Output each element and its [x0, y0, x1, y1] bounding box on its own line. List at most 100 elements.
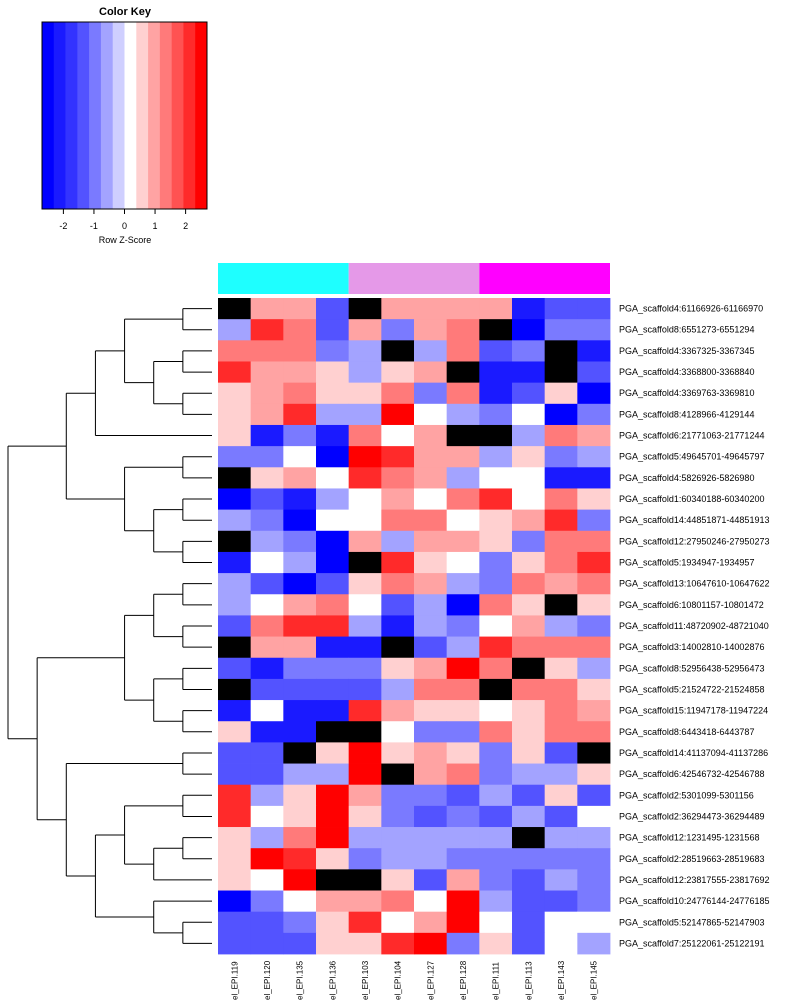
- dendrogram-branch: [153, 360, 183, 405]
- heatmap-cell: [512, 340, 546, 362]
- heatmap-cell: [479, 657, 513, 680]
- heatmap-cell: [381, 615, 415, 637]
- heatmap-cell: [479, 530, 513, 553]
- row-label: PGA_scaffold13:10647610-10647622: [619, 579, 769, 589]
- heatmap-cell: [348, 890, 382, 913]
- heatmap-cell: [414, 763, 448, 786]
- heatmap-cell: [414, 594, 448, 616]
- heatmap-cell: [479, 594, 513, 616]
- heatmap-cell: [414, 890, 448, 913]
- color-key-swatch: [100, 22, 114, 209]
- heatmap-cell: [316, 721, 350, 743]
- dendrogram-branch: [182, 392, 212, 415]
- color-key-swatch: [148, 22, 161, 209]
- heatmap-cell: [577, 551, 611, 574]
- dendrogram-branch: [182, 752, 212, 775]
- heatmap-cell: [348, 636, 382, 659]
- heatmap-cell: [348, 805, 382, 828]
- heatmap-cell: [544, 424, 578, 447]
- heatmap-cell: [250, 340, 284, 362]
- heatmap-cell: [446, 700, 480, 722]
- heatmap-cell: [544, 869, 578, 891]
- heatmap-cell: [381, 848, 415, 870]
- heatmap-cell: [381, 424, 415, 447]
- row-label: PGA_scaffold2:36294473-36294489: [619, 811, 764, 821]
- heatmap-cell: [446, 488, 480, 511]
- heatmap-cell: [446, 446, 480, 468]
- heatmap-cell: [283, 530, 317, 553]
- heatmap-cell: [283, 763, 317, 786]
- row-label: PGA_scaffold4:3369763-3369810: [619, 388, 754, 398]
- heatmap-cell: [446, 340, 480, 362]
- heatmap-cell: [381, 869, 415, 891]
- heatmap-cell: [381, 467, 415, 489]
- heatmap-cell: [544, 319, 578, 341]
- heatmap-cell: [316, 594, 350, 616]
- heatmap-cell: [218, 911, 252, 934]
- heatmap-cell: [544, 509, 578, 532]
- heatmap-cell: [479, 678, 513, 701]
- heatmap-cell: [381, 932, 415, 955]
- dendrogram-branch: [182, 308, 212, 331]
- dendrogram-branch: [182, 456, 212, 479]
- heatmap-cell: [479, 340, 513, 362]
- row-labels: PGA_scaffold4:61166926-61166970 PGA_scaff…: [619, 304, 769, 949]
- heatmap-cell: [512, 446, 546, 468]
- heatmap-cell: [250, 911, 284, 934]
- heatmap-cell: [512, 827, 546, 849]
- heatmap-cell: [446, 298, 480, 320]
- heatmap-cell: [479, 403, 513, 426]
- heatmap-cell: [577, 403, 611, 426]
- heatmap-cell: [348, 382, 382, 405]
- heatmap-cell: [544, 827, 578, 849]
- heatmap-cell: [250, 784, 284, 807]
- heatmap-cell: [250, 298, 284, 320]
- heatmap-cell: [544, 678, 578, 701]
- heatmap-cell: [250, 361, 284, 384]
- heatmap-cell: [218, 721, 252, 743]
- dendrogram-branch: [182, 794, 212, 817]
- heatmap-cell: [218, 530, 252, 553]
- heatmap-cell: [414, 932, 448, 955]
- row-label: PGA_scaffold10:24776144-24776185: [619, 896, 769, 906]
- heatmap-cell: [348, 403, 382, 426]
- heatmap-cell: [414, 805, 448, 828]
- heatmap-cell: [512, 551, 546, 574]
- row-label: PGA_scaffold1:60340188-60340200: [619, 494, 764, 504]
- heatmap-cell: [316, 805, 350, 828]
- row-label: PGA_scaffold12:1231495-1231568: [619, 833, 759, 843]
- heatmap-cell: [283, 657, 317, 680]
- heatmap-cell: [348, 763, 382, 786]
- column-label: el_EPI.136: [328, 960, 337, 1000]
- heatmap-cell: [479, 827, 513, 849]
- heatmap-cell: [479, 869, 513, 891]
- column-group-swatch: [479, 263, 610, 294]
- heatmap-cell: [381, 890, 415, 913]
- heatmap-cell: [414, 573, 448, 595]
- heatmap-cell: [283, 911, 317, 934]
- column-label: el_EPI.120: [263, 960, 272, 1000]
- heatmap-cell: [577, 678, 611, 701]
- column-labels: el_EPI.119 el_EPI.120 el_EPI.135 el_EPI.136…: [230, 960, 598, 1000]
- dendrogram-branch: [182, 498, 212, 521]
- heatmap-cell: [381, 340, 415, 362]
- heatmap-cell: [446, 361, 480, 384]
- heatmap-cell: [283, 784, 317, 807]
- heatmap-cell: [512, 742, 546, 764]
- heatmap-cell: [544, 488, 578, 511]
- heatmap-cell: [512, 509, 546, 532]
- heatmap-cell: [446, 467, 480, 489]
- heatmap-cell: [577, 509, 611, 532]
- column-label: el_EPI.143: [557, 960, 566, 1000]
- heatmap-cell: [577, 636, 611, 659]
- row-label: PGA_scaffold3:14002810-14002876: [619, 642, 764, 652]
- heatmap-cell: [446, 615, 480, 637]
- heatmap-cell: [381, 721, 415, 743]
- heatmap-cell: [479, 615, 513, 637]
- dendrogram-branch: [182, 540, 212, 564]
- color-key-swatch: [65, 22, 78, 209]
- heatmap-cell: [316, 509, 350, 532]
- heatmap-cell: [479, 382, 513, 405]
- heatmap-cell: [544, 911, 578, 934]
- heatmap-cell: [218, 827, 252, 849]
